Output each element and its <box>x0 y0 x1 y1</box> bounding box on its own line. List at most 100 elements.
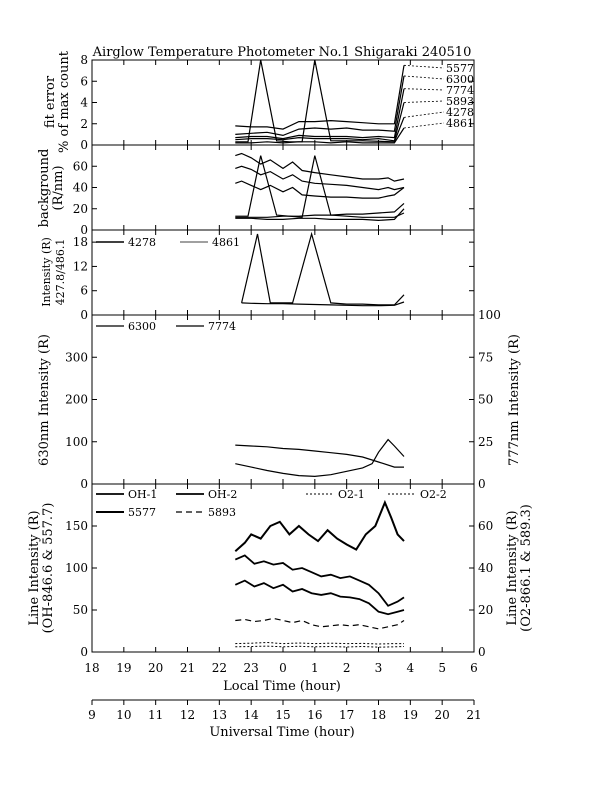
ut-tick-label: 17 <box>339 708 354 722</box>
y-tick-label: 300 <box>65 350 88 364</box>
legend-label: 7774 <box>208 320 236 333</box>
fit-series-label: 5893 <box>446 95 474 108</box>
legend-7774: 7774 <box>176 320 236 333</box>
panel-frame <box>91 144 475 231</box>
fit-series-label: 4861 <box>446 117 474 130</box>
y-tick-label: 150 <box>65 519 88 533</box>
background-ylabel-line: (R/nm) <box>51 165 66 210</box>
series-line-fit-5577 <box>235 65 405 130</box>
series-line-red-7774 <box>235 444 404 468</box>
y-tick-label: 18 <box>73 235 88 249</box>
red-ylabel-left-line: 630nm Intensity (R) <box>37 334 52 466</box>
ut-axis-label: Universal Time (hour) <box>209 725 354 740</box>
series-group-lines <box>234 499 405 648</box>
series-line-blue-4278 <box>241 231 405 306</box>
y-right-tick-label: 0 <box>478 645 486 659</box>
ut-tick-label: 9 <box>88 708 96 722</box>
series-line-red-6300 <box>235 438 405 478</box>
y-tick-label: 6 <box>80 74 88 88</box>
fit-leader-line <box>403 122 445 129</box>
y-right-tick-label: 60 <box>478 519 493 533</box>
legend-label: 4861 <box>212 236 240 249</box>
series-line-fit-4861 <box>235 127 405 144</box>
local-tick-label: 21 <box>180 661 195 675</box>
series-group-fit <box>235 59 405 144</box>
legend-label: 5577 <box>128 506 156 519</box>
local-tick-label: 5 <box>438 661 446 675</box>
fit-series-label: 4278 <box>446 106 474 119</box>
series-group-background <box>235 152 405 222</box>
lines-ylabel-right: Line Intensity (R) (O2-866.1 & 589.3) <box>505 504 534 632</box>
y-right-tick-label: 0 <box>478 477 486 491</box>
y-tick-label: 50 <box>73 603 88 617</box>
lines-ylabel-left-line: Line Intensity (R) <box>27 510 42 625</box>
panel-frame <box>91 314 475 485</box>
y-right-tick-label: 50 <box>478 393 493 407</box>
y-tick-label: 100 <box>65 561 88 575</box>
y-tick-label: 6 <box>80 284 88 298</box>
ut-tick-label: 11 <box>148 708 163 722</box>
ut-tick-label: 13 <box>212 708 227 722</box>
lines-ylabel-right-line: Line Intensity (R) <box>505 510 520 625</box>
red-ylabel-left: 630nm Intensity (R) <box>37 334 52 466</box>
y-right-tick-label: 40 <box>478 561 493 575</box>
legend-4278: 4278 <box>96 236 156 249</box>
fit-ylabel-line: % of max count <box>57 50 72 153</box>
panel-background: 0 20 40 60 <box>73 144 475 237</box>
background-ylabel: background (R/nm) <box>37 149 66 228</box>
series-line-lines-OH-2 <box>234 579 405 616</box>
series-line-background-1 <box>235 165 405 191</box>
series-line-blue-4861 <box>241 301 405 307</box>
lines-ylabel-left-line: (OH-846.6 & 557.7) <box>41 503 56 634</box>
y-tick-label: 0 <box>80 645 88 659</box>
legend-label: OH-1 <box>128 488 157 501</box>
legend-oh2: OH-2 <box>176 488 237 501</box>
y-tick-label: 0 <box>80 477 88 491</box>
legend-o2-2: O2-2 <box>388 488 447 501</box>
series-line-lines-5893 <box>235 617 405 630</box>
legend-label: 5893 <box>208 506 236 519</box>
legend-oh1: OH-1 <box>96 488 157 501</box>
local-time-axis-label: Local Time (hour) <box>223 679 341 694</box>
local-tick-label: 23 <box>244 661 259 675</box>
ut-tick-label: 12 <box>180 708 195 722</box>
legend-4861: 4861 <box>180 236 240 249</box>
series-line-background-2 <box>235 180 405 199</box>
ut-tick-label: 18 <box>371 708 386 722</box>
ut-tick-label: 21 <box>466 708 481 722</box>
ut-tick-label: 20 <box>435 708 450 722</box>
y-tick-label: 200 <box>65 393 88 407</box>
local-tick-label: 4 <box>407 661 415 675</box>
series-group-blue <box>241 231 405 307</box>
panel-frame <box>91 59 475 146</box>
ut-tick-label: 15 <box>275 708 290 722</box>
local-tick-label: 2 <box>343 661 351 675</box>
legend-6300: 6300 <box>96 320 156 333</box>
red-ylabel-right: 777nm Intensity (R) <box>507 334 522 466</box>
y-tick-label: 40 <box>73 181 88 195</box>
y-tick-label: 0 <box>80 138 88 152</box>
legend-label: O2-1 <box>338 488 365 501</box>
series-line-fit-7774 <box>235 88 405 140</box>
local-tick-label: 0 <box>279 661 287 675</box>
y-tick-label: 4 <box>80 96 88 110</box>
local-tick-label: 18 <box>84 661 99 675</box>
blue-ylabel-line: Intensity (R) <box>40 237 53 307</box>
fit-ylabel: fit error% of max count <box>43 50 72 153</box>
local-tick-label: 20 <box>148 661 163 675</box>
panels: 0246802040600612180100200300025507510005… <box>27 50 534 722</box>
local-tick-label: 19 <box>116 661 131 675</box>
series-line-background-0 <box>235 152 405 182</box>
panel-red: 0 100 200 300 0 25 50 75 100 <box>65 308 501 491</box>
legend-label: O2-2 <box>420 488 447 501</box>
local-tick-label: 6 <box>470 661 478 675</box>
y-tick-label: 8 <box>80 53 88 67</box>
series-line-lines-O2-2 <box>235 645 405 648</box>
legend-label: OH-2 <box>208 488 237 501</box>
y-tick-label: 12 <box>73 259 88 273</box>
fit-ylabel-line: fit error <box>43 75 58 128</box>
series-line-lines-O2-1 <box>235 641 404 645</box>
y-right-tick-label: 25 <box>478 435 493 449</box>
lines-ylabel-right-line: (O2-866.1 & 589.3) <box>519 504 534 632</box>
chart-title: Airglow Temperature Photometer No.1 Shig… <box>92 45 472 60</box>
